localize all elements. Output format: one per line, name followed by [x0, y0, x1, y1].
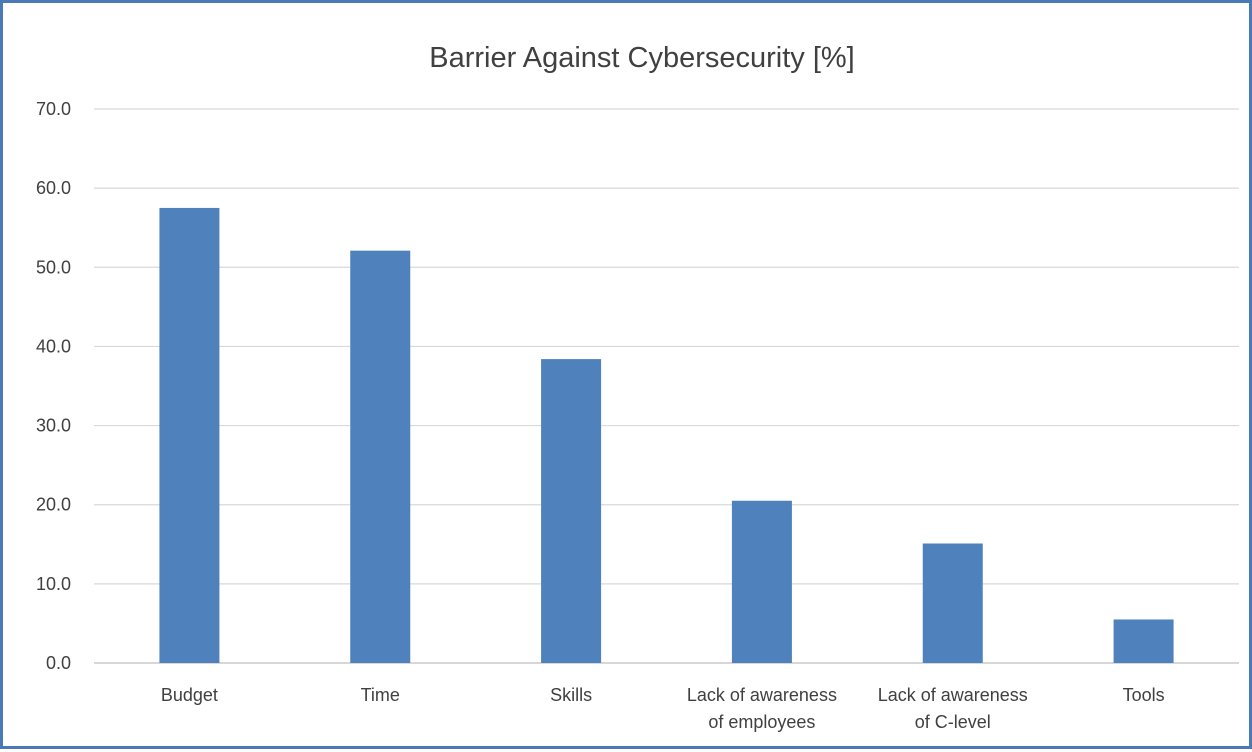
x-category-label: Skills [550, 685, 592, 705]
bar [1113, 619, 1174, 663]
bar-chart: Barrier Against Cybersecurity [%] 0.0 10.… [36, 42, 1239, 732]
y-tick-label: 70.0 [36, 99, 71, 119]
y-tick-label: 0.0 [46, 653, 71, 673]
bar [350, 250, 411, 663]
bar [159, 207, 220, 663]
gridlines [94, 108, 1239, 664]
x-category-label: Time [361, 685, 400, 705]
y-tick-label: 40.0 [36, 336, 71, 356]
y-tick-label: 60.0 [36, 178, 71, 198]
bar [922, 543, 983, 663]
y-tick-label: 50.0 [36, 257, 71, 277]
bar [541, 359, 602, 663]
y-axis-ticks: 0.0 10.0 20.0 30.0 40.0 50.0 60.0 70.0 [36, 99, 71, 673]
y-tick-label: 30.0 [36, 416, 71, 436]
y-tick-label: 20.0 [36, 495, 71, 515]
x-category-label: Lack of awareness of employees [687, 685, 837, 732]
x-axis-categories: Budget Time Skills Lack of awareness of empl… [161, 685, 1165, 732]
bar [731, 500, 792, 663]
chart-title: Barrier Against Cybersecurity [%] [429, 42, 854, 74]
x-category-label: Budget [161, 685, 218, 705]
x-category-label: Lack of awareness of C-level [878, 685, 1028, 732]
x-category-label: Tools [1123, 685, 1165, 705]
bars [159, 207, 1174, 663]
y-tick-label: 10.0 [36, 574, 71, 594]
